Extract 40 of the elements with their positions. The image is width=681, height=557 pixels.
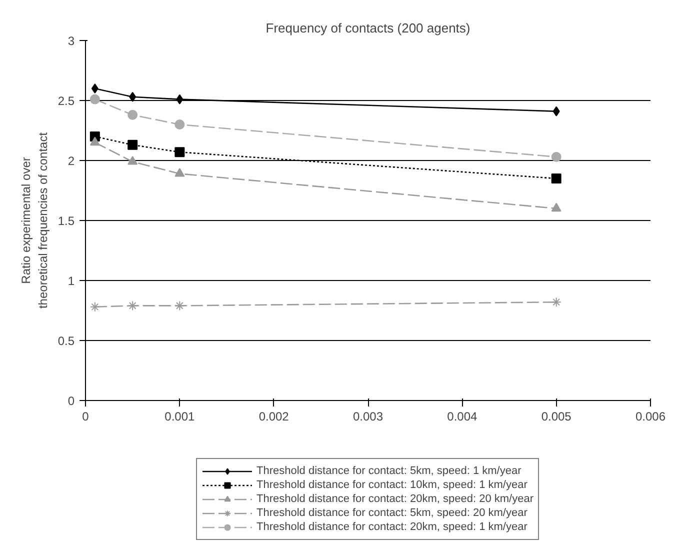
legend-label: Threshold distance for contact: 5km, speed: 1 km/year [256, 464, 522, 478]
x-tick-label: 0.001 [164, 410, 196, 424]
point [129, 92, 136, 102]
point [552, 106, 560, 116]
point [128, 300, 138, 311]
point [128, 110, 138, 120]
x-tick-label: 0.004 [447, 410, 478, 424]
legend-label: Threshold distance for contact: 5km, speed: 20 km/year [256, 506, 528, 520]
point [551, 152, 562, 162]
point [551, 202, 562, 212]
point [174, 120, 185, 130]
point [91, 84, 98, 94]
chart-title: Frequency of contacts (200 agents) [266, 20, 470, 36]
x-tick-label: 0.006 [635, 410, 666, 424]
legend-label: Threshold distance for contact: 10km, speed: 1 km/year [256, 478, 528, 492]
y-tick-label: 0 [68, 394, 75, 408]
point [90, 136, 100, 146]
point [174, 300, 185, 311]
point [174, 147, 185, 158]
y-tick-label: 1.5 [58, 214, 75, 228]
y-tick-label: 0.5 [58, 334, 75, 348]
x-tick-label: 0.005 [541, 410, 572, 424]
legend-label: Threshold distance for contact: 20km, speed: 20 km/year [256, 492, 534, 506]
y-tick-label: 2.5 [58, 94, 75, 108]
point [90, 94, 100, 104]
y-axis-title: Ratio experimental over theoretical frequencies of contact [19, 132, 50, 309]
x-tick-label: 0.003 [352, 410, 384, 424]
y-tick-label: 2 [68, 154, 75, 168]
x-tick-label: 0.002 [258, 410, 290, 424]
point [551, 174, 562, 184]
point [176, 94, 184, 104]
x-tick-label: 0 [82, 410, 90, 424]
legend-label: Threshold distance for contact: 20km, speed: 1 km/year [256, 520, 528, 534]
y-tick-label: 3 [68, 34, 75, 48]
point [128, 140, 138, 150]
y-tick-label: 1 [68, 274, 75, 288]
point [128, 156, 138, 165]
point [174, 168, 185, 177]
point [90, 302, 100, 312]
point [551, 297, 562, 308]
